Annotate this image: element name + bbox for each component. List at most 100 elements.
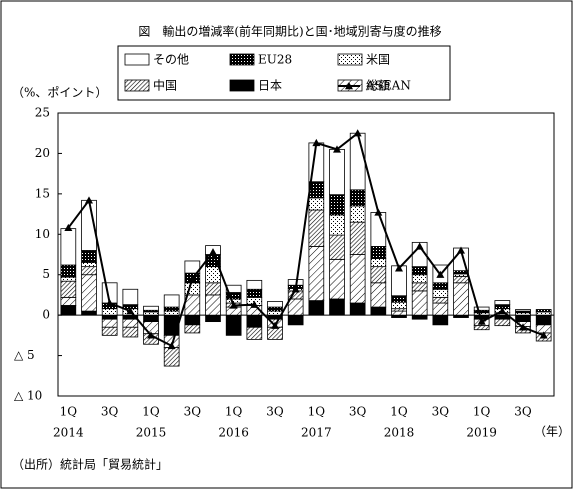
bar-segment <box>267 306 283 312</box>
bar-segment <box>432 296 449 304</box>
y-tick-label: 20 <box>35 146 50 160</box>
y-tick-label: △ 5 <box>14 348 35 362</box>
y-tick-label: △ 10 <box>14 389 42 403</box>
bar-segment <box>349 254 366 304</box>
legend-swatch <box>124 53 150 66</box>
y-axis-label: （%、ポイント） <box>12 86 107 100</box>
bar-segment <box>184 314 201 326</box>
legend-marker <box>345 82 353 90</box>
total-marker <box>353 129 362 137</box>
bar-segment <box>184 324 201 334</box>
year-label: 2015 <box>136 426 167 440</box>
bar-segment <box>225 314 242 336</box>
bar-segment <box>122 288 139 306</box>
total-marker <box>64 223 73 232</box>
bar-segment <box>329 258 345 300</box>
year-label: 2019 <box>466 426 497 440</box>
bar-segment <box>411 274 428 284</box>
bar-segment <box>308 197 325 211</box>
bar-segment <box>329 298 345 316</box>
bar-segment <box>205 282 221 296</box>
total-marker <box>167 341 176 350</box>
bar-segment <box>432 282 449 290</box>
total-marker <box>312 138 321 147</box>
total-marker <box>374 208 383 216</box>
bar-segment <box>535 314 552 326</box>
bar-segment <box>205 266 221 284</box>
total-marker <box>105 299 114 307</box>
legend-swatch <box>229 79 255 92</box>
total-marker <box>271 321 279 329</box>
y-tick-label: 10 <box>35 227 50 241</box>
x-tick-label: 3Q <box>184 405 202 419</box>
bar-segment <box>391 310 407 316</box>
bar-segment <box>308 300 325 316</box>
bar-segment <box>494 318 511 327</box>
bar-segment <box>267 300 283 308</box>
bar-segment <box>163 310 180 316</box>
legend-label: ASEAN <box>365 79 411 93</box>
bar-segment <box>473 325 490 331</box>
plot-frame <box>57 112 555 397</box>
legend-label: 米国 <box>366 53 390 67</box>
total-marker <box>147 331 155 339</box>
y-tick-label: 0 <box>42 308 50 322</box>
bar-segment <box>60 228 77 266</box>
bar-segment <box>101 318 118 328</box>
legend-label: その他 <box>153 53 189 67</box>
bar-segment <box>60 296 77 306</box>
bar-segment <box>246 288 263 298</box>
bar-segment <box>432 302 449 316</box>
bar-segment <box>205 314 221 323</box>
bar-segment <box>349 302 366 316</box>
legend-label: 総額 <box>366 79 390 93</box>
bar-segment <box>349 205 366 223</box>
bar-segment <box>246 279 263 290</box>
bar-segment <box>246 314 263 328</box>
bar-segment <box>143 305 159 311</box>
total-marker <box>539 331 548 339</box>
bar-segment <box>184 260 201 274</box>
total-marker <box>498 307 507 315</box>
bar-segment <box>432 288 449 298</box>
bar-segment <box>515 309 531 312</box>
x-tick-label: 1Q <box>390 405 408 419</box>
bar-segment <box>163 306 180 312</box>
bar-segment <box>329 214 345 236</box>
bar-segment <box>81 266 97 276</box>
bar-segment <box>163 347 180 367</box>
bar-segment <box>308 209 325 247</box>
bar-segment <box>308 246 325 301</box>
bar-segment <box>81 274 97 312</box>
bar-segment <box>287 298 304 316</box>
bar-segment <box>411 290 428 316</box>
bar-segment <box>81 310 97 316</box>
bar-segment <box>101 326 118 336</box>
total-marker <box>291 285 300 293</box>
year-label: 2018 <box>384 426 415 440</box>
total-marker <box>436 270 445 278</box>
bar-segment <box>205 294 221 316</box>
bar-segment <box>370 282 387 308</box>
bar-segment <box>411 282 428 292</box>
bar-segment <box>494 300 511 306</box>
bar-segment <box>370 246 387 259</box>
x-tick-label: 3Q <box>432 405 450 419</box>
total-line <box>67 131 545 348</box>
bar-segment <box>391 295 407 303</box>
x-tick-label: 3Q <box>266 405 284 419</box>
y-tick-label: 15 <box>35 186 50 200</box>
total-marker <box>188 274 197 282</box>
source-note: （出所）統計局「貿易統計」 <box>12 457 168 472</box>
x-tick-label: 1Q <box>473 405 491 419</box>
bar-segment <box>515 314 531 323</box>
x-tick-label: 3Q <box>101 405 119 419</box>
bar-segment <box>411 314 428 320</box>
bar-segment <box>370 212 387 247</box>
bar-segment <box>101 314 118 320</box>
legend-label: 中国 <box>153 78 177 93</box>
bar-segment <box>535 311 552 316</box>
x-tick-label: 1Q <box>60 405 78 419</box>
total-marker <box>126 307 135 315</box>
